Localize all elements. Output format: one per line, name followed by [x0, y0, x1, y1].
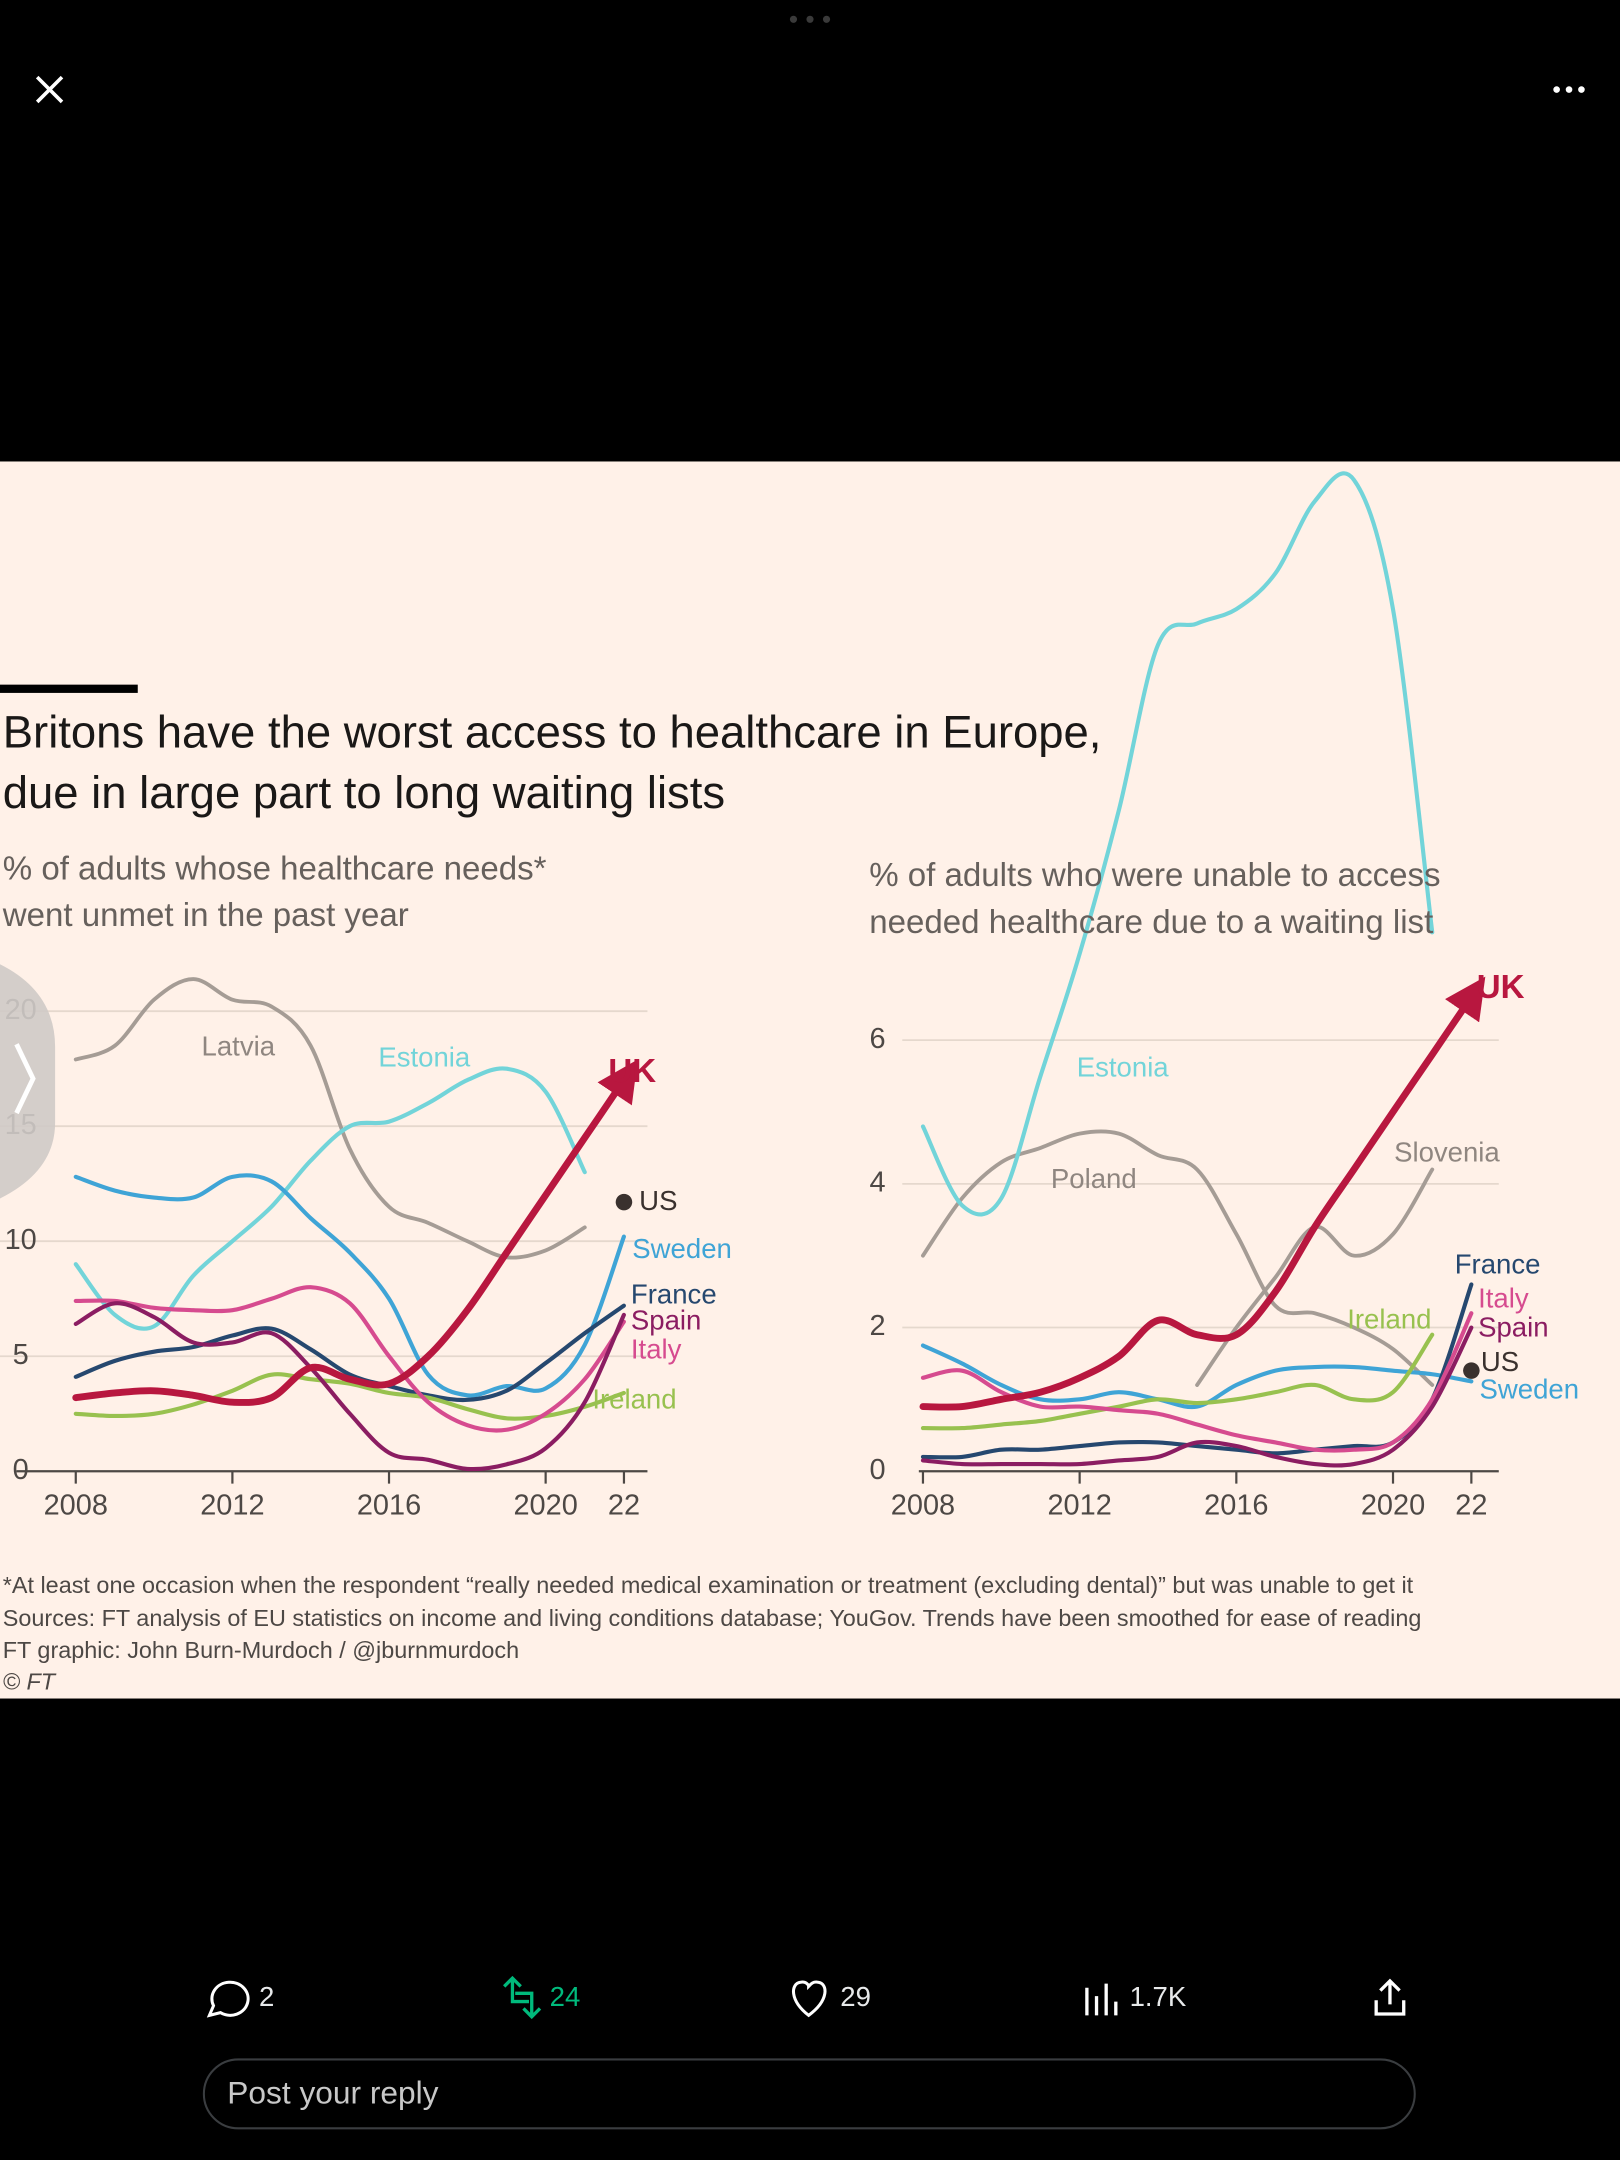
- reply-box[interactable]: [202, 2058, 1416, 2130]
- series-line: [72, 1059, 638, 1406]
- data-point: [1463, 1362, 1480, 1379]
- view-count: 1.7K: [1130, 1981, 1187, 2012]
- series-line: [920, 1343, 1474, 1410]
- y-tick-label: 4: [869, 1166, 885, 1198]
- x-tick-label: 2020: [513, 1490, 577, 1522]
- series-line: [921, 1129, 1435, 1387]
- subtitle: went unmet in the past year: [2, 897, 409, 934]
- series-label: Italy: [631, 1334, 682, 1365]
- series-line: [920, 471, 1435, 1217]
- title-rule: [0, 684, 138, 693]
- series-line: [919, 976, 1486, 1411]
- footnote: FT graphic: John Burn-Murdoch / @jburnmu…: [3, 1637, 519, 1663]
- x-tick-label: 2020: [1361, 1490, 1425, 1522]
- series-label: Spain: [631, 1305, 701, 1336]
- like-count: 29: [840, 1981, 871, 2012]
- series-line: [73, 1066, 587, 1331]
- footnote: *At least one occasion when the responde…: [3, 1572, 1414, 1598]
- series-label: Poland: [1051, 1163, 1137, 1194]
- series-line: [73, 1303, 626, 1403]
- subtitle: needed healthcare due to a waiting list: [869, 904, 1433, 941]
- series-label: UK: [1477, 969, 1525, 1006]
- y-tick-label: 0: [869, 1454, 885, 1486]
- more-button[interactable]: [1553, 86, 1585, 93]
- series-line: [73, 1285, 626, 1433]
- prev-overlay[interactable]: [0, 964, 56, 1199]
- views-button[interactable]: 1.7K: [1085, 1981, 1187, 2016]
- series-label: Spain: [1478, 1312, 1548, 1343]
- share-button[interactable]: [1374, 1978, 1406, 2016]
- series-label: Sweden: [632, 1233, 732, 1264]
- data-point: [615, 1193, 633, 1211]
- comment-button[interactable]: 2: [206, 1980, 274, 2018]
- series-label: Italy: [1478, 1283, 1529, 1314]
- x-tick-label: 2016: [1204, 1490, 1268, 1522]
- footnote: Sources: FT analysis of EU statistics on…: [3, 1605, 1422, 1631]
- series-line: [920, 1325, 1474, 1468]
- series-label: Ireland: [1347, 1303, 1431, 1334]
- title-line: Britons have the worst access to healthc…: [3, 707, 1102, 758]
- series-label: Ireland: [592, 1383, 676, 1414]
- reply-placeholder: Post your reply: [227, 2075, 438, 2111]
- title-line: due in large part to long waiting lists: [3, 767, 725, 818]
- series-line: [73, 1173, 626, 1398]
- subtitle: % of adults whose healthcare needs*: [3, 850, 547, 887]
- x-tick-label: 22: [1455, 1490, 1487, 1522]
- y-tick-label: 2: [869, 1310, 885, 1342]
- series-label: Estonia: [378, 1042, 471, 1073]
- x-tick-label: 2016: [357, 1490, 421, 1522]
- series-label: France: [1455, 1248, 1541, 1279]
- series-line: [73, 1301, 626, 1472]
- series-label: UK: [608, 1053, 656, 1090]
- pager-dots: [789, 15, 831, 23]
- series-label: Slovenia: [1394, 1137, 1500, 1168]
- x-tick-label: 2008: [44, 1490, 108, 1522]
- reply-count: 2: [259, 1981, 274, 2012]
- series-label: Sweden: [1479, 1374, 1579, 1405]
- series-label: Latvia: [202, 1031, 276, 1062]
- chart-image: [0, 461, 1620, 1699]
- series-line: [73, 1372, 626, 1421]
- series-label: US: [639, 1185, 677, 1216]
- like-button[interactable]: 29: [792, 1980, 871, 2018]
- close-button[interactable]: [35, 75, 64, 104]
- repost-count: 24: [550, 1981, 581, 2012]
- series-label: Estonia: [1077, 1051, 1170, 1082]
- subtitle: % of adults who were unable to access: [869, 857, 1440, 894]
- x-tick-label: 22: [608, 1490, 640, 1522]
- x-tick-label: 2012: [200, 1490, 264, 1522]
- repost-button[interactable]: 24: [503, 1975, 581, 2020]
- y-tick-label: 5: [13, 1339, 29, 1371]
- copyright: © FT: [3, 1669, 57, 1695]
- series-line: [920, 1332, 1435, 1431]
- series-line: [73, 977, 587, 1260]
- x-tick-label: 2012: [1047, 1490, 1111, 1522]
- y-tick-label: 0: [13, 1454, 29, 1486]
- y-tick-label: 6: [869, 1023, 885, 1055]
- series-label: US: [1481, 1346, 1519, 1377]
- series-label: France: [631, 1279, 717, 1310]
- x-tick-label: 2008: [891, 1490, 955, 1522]
- y-tick-label: 10: [5, 1224, 37, 1256]
